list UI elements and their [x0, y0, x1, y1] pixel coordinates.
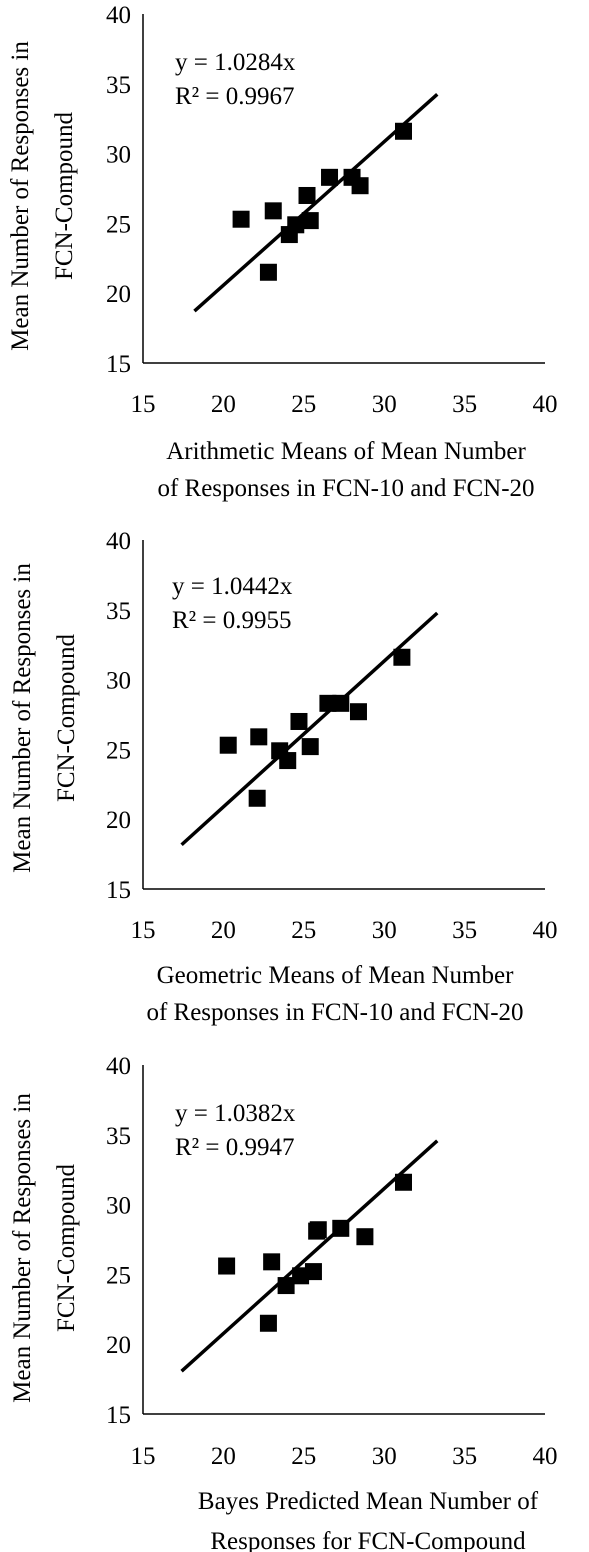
data-point: [298, 186, 316, 204]
y-tick-label: 20: [106, 807, 131, 834]
x-tick-label: 20: [211, 917, 236, 944]
chart-panel-1: 15 20 25 30 35 40 15 20 25 30 35 40 y = 1.0284x R² = …: [7, 2, 558, 502]
x-tick-label: 35: [452, 917, 477, 944]
y-axis-title: Mean Number of Responses in: [9, 1093, 36, 1403]
data-point: [259, 1314, 277, 1332]
x-tick-label: 25: [291, 391, 316, 418]
y-tick-label: 30: [106, 1193, 131, 1220]
x-tick-label: 20: [211, 391, 236, 418]
data-point: [319, 694, 337, 712]
data-point: [394, 122, 412, 140]
x-axis-title: Geometric Means of Mean Number: [157, 962, 514, 989]
x-tick-label: 30: [372, 917, 397, 944]
data-point: [394, 1173, 412, 1191]
y-tick-label: 35: [106, 1123, 131, 1150]
data-point: [287, 216, 305, 234]
x-tick-label: 40: [533, 917, 558, 944]
data-point: [332, 1219, 350, 1237]
y-tick-label: 30: [106, 668, 131, 695]
trendline: [180, 611, 439, 847]
data-point: [301, 738, 319, 756]
data-point: [248, 789, 266, 807]
data-point: [304, 1263, 322, 1281]
y-tick-label: 30: [106, 142, 131, 169]
data-point: [259, 263, 277, 281]
data-point: [332, 694, 350, 712]
r-squared-label: R² = 0.9955: [172, 607, 292, 634]
x-tick-label: 40: [533, 391, 558, 418]
trendline-equation: y = 1.0284x: [175, 49, 296, 76]
y-tick-label: 40: [106, 1053, 131, 1080]
data-point: [277, 1277, 295, 1295]
data-point: [356, 1228, 374, 1246]
data-point: [232, 210, 250, 228]
y-axis-title: Mean Number of Responses in: [7, 41, 34, 351]
y-tick-label: 15: [106, 877, 131, 904]
data-point: [263, 1253, 281, 1271]
data-point: [219, 736, 237, 754]
data-point: [393, 648, 411, 666]
y-tick-label: 15: [106, 351, 131, 378]
x-tick-label: 25: [291, 917, 316, 944]
data-point: [292, 1267, 310, 1285]
x-axis-title: of Responses in FCN-10 and FCN-20: [146, 999, 523, 1026]
y-axis-title: FCN-Compound: [51, 111, 78, 280]
y-axis-title: Mean Number of Responses in: [9, 563, 36, 873]
trendline-equation: y = 1.0442x: [172, 573, 293, 600]
x-tick-label: 15: [131, 1443, 156, 1470]
y-tick-label: 35: [106, 72, 131, 99]
y-tick-label: 40: [106, 2, 131, 29]
x-tick-label: 30: [372, 391, 397, 418]
data-point: [349, 703, 367, 721]
y-tick-label: 20: [106, 1332, 131, 1359]
x-tick-label: 35: [452, 391, 477, 418]
trendline: [180, 1139, 439, 1373]
x-tick-label: 35: [452, 1443, 477, 1470]
data-point: [301, 212, 319, 230]
x-axis-title: Arithmetic Means of Mean Number: [166, 438, 526, 465]
data-point: [309, 1221, 327, 1239]
x-axis-title: of Responses in FCN-10 and FCN-20: [157, 475, 534, 502]
chart-panel-2: 15 20 25 30 35 40 15 20 25 30 35 40 y = 1.0442x R² = …: [9, 528, 558, 1026]
data-point: [250, 728, 268, 746]
x-tick-label: 30: [372, 1443, 397, 1470]
y-tick-label: 25: [106, 211, 131, 238]
data-point: [351, 177, 369, 195]
x-axis-title: Bayes Predicted Mean Number of: [198, 1488, 539, 1515]
y-axis-title: FCN-Compound: [53, 633, 80, 802]
y-tick-label: 25: [106, 737, 131, 764]
data-point: [290, 712, 308, 730]
r-squared-label: R² = 0.9947: [175, 1134, 295, 1161]
data-point: [321, 168, 339, 186]
data-point: [218, 1257, 236, 1275]
x-axis-title: Responses for FCN-Compound: [210, 1528, 526, 1552]
y-tick-label: 40: [106, 528, 131, 555]
y-tick-label: 35: [106, 598, 131, 625]
y-tick-label: 25: [106, 1262, 131, 1289]
x-tick-label: 20: [211, 1443, 236, 1470]
y-tick-label: 15: [106, 1402, 131, 1429]
x-tick-label: 15: [131, 391, 156, 418]
x-tick-label: 40: [533, 1443, 558, 1470]
y-tick-label: 20: [106, 281, 131, 308]
r-squared-label: R² = 0.9967: [175, 83, 295, 110]
x-tick-label: 15: [131, 917, 156, 944]
data-point: [279, 752, 297, 770]
x-tick-label: 25: [291, 1443, 316, 1470]
y-axis-title: FCN-Compound: [53, 1163, 80, 1332]
data-point: [264, 202, 282, 220]
chart-panel-3: 15 20 25 30 35 40 15 20 25 30 35 40 y = 1.0382x R² = …: [9, 1053, 558, 1552]
trendline-equation: y = 1.0382x: [175, 1100, 296, 1127]
